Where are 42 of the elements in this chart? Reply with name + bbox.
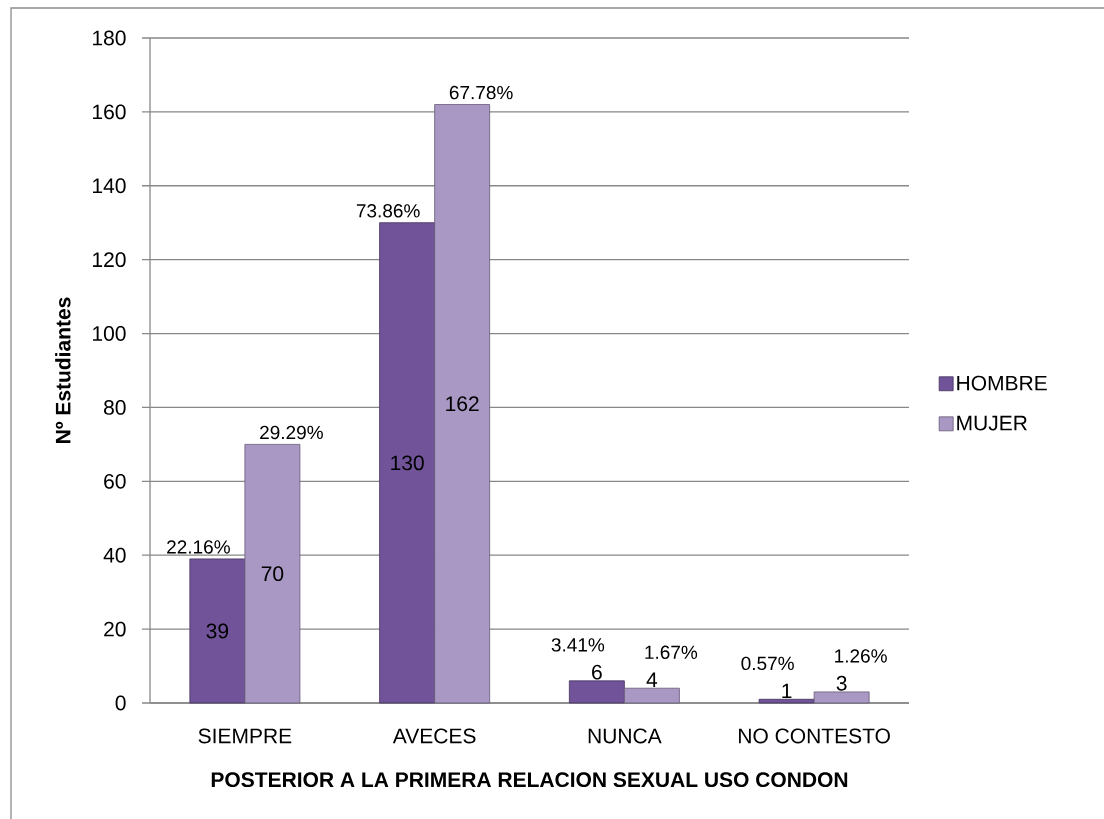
- data-label: 4: [646, 672, 658, 688]
- data-label: 130: [391, 455, 424, 471]
- data-label: 3: [836, 675, 847, 691]
- bar: [244, 443, 301, 704]
- x-tick-label: AVECES: [392, 728, 476, 744]
- y-tick-label: 60: [104, 473, 126, 489]
- legend-label: MUJER: [957, 415, 1027, 431]
- bar: [568, 680, 625, 704]
- annotation: 3.41%: [551, 638, 605, 652]
- y-tick-label: 40: [103, 547, 126, 563]
- data-label: 162: [446, 396, 479, 412]
- annotation: 73.86%: [356, 204, 420, 218]
- annotation: 67.78%: [449, 85, 513, 100]
- bar: [189, 558, 246, 704]
- data-label: 39: [206, 623, 229, 639]
- bar: [758, 698, 815, 704]
- x-tick-label: NUNCA: [588, 728, 662, 744]
- y-tick-label: 100: [93, 326, 126, 341]
- x-tick-label: NO CONTESTO: [739, 728, 890, 744]
- data-label: 70: [261, 566, 284, 582]
- bar: [623, 687, 680, 704]
- y-tick-label: 140: [93, 178, 126, 194]
- data-label: 6: [592, 664, 602, 680]
- legend-label: HOMBRE: [957, 375, 1047, 391]
- annotation: 1.67%: [645, 645, 698, 660]
- annotation: 29.29%: [260, 425, 323, 440]
- bar: [379, 222, 436, 704]
- x-tick-label: SIEMPRE: [198, 728, 292, 744]
- y-tick-label: 20: [104, 621, 126, 637]
- y-tick-label: 180: [93, 30, 126, 46]
- y-tick-label: 160: [93, 104, 126, 120]
- bar: [434, 104, 491, 704]
- data-label: 1: [782, 683, 792, 699]
- annotation: 0.57%: [741, 656, 794, 671]
- y-tick-label: 80: [104, 400, 126, 415]
- bar: [813, 691, 870, 704]
- annotation: 1.26%: [835, 649, 887, 663]
- y-axis-title: Nº Estudiantes: [55, 297, 71, 443]
- annotation: 22.16%: [167, 540, 230, 554]
- y-tick-label: 120: [93, 252, 126, 268]
- y-tick-label: 0: [115, 695, 126, 711]
- x-axis-title: POSTERIOR A LA PRIMERA RELACION SEXUAL USO CONDON: [211, 772, 848, 788]
